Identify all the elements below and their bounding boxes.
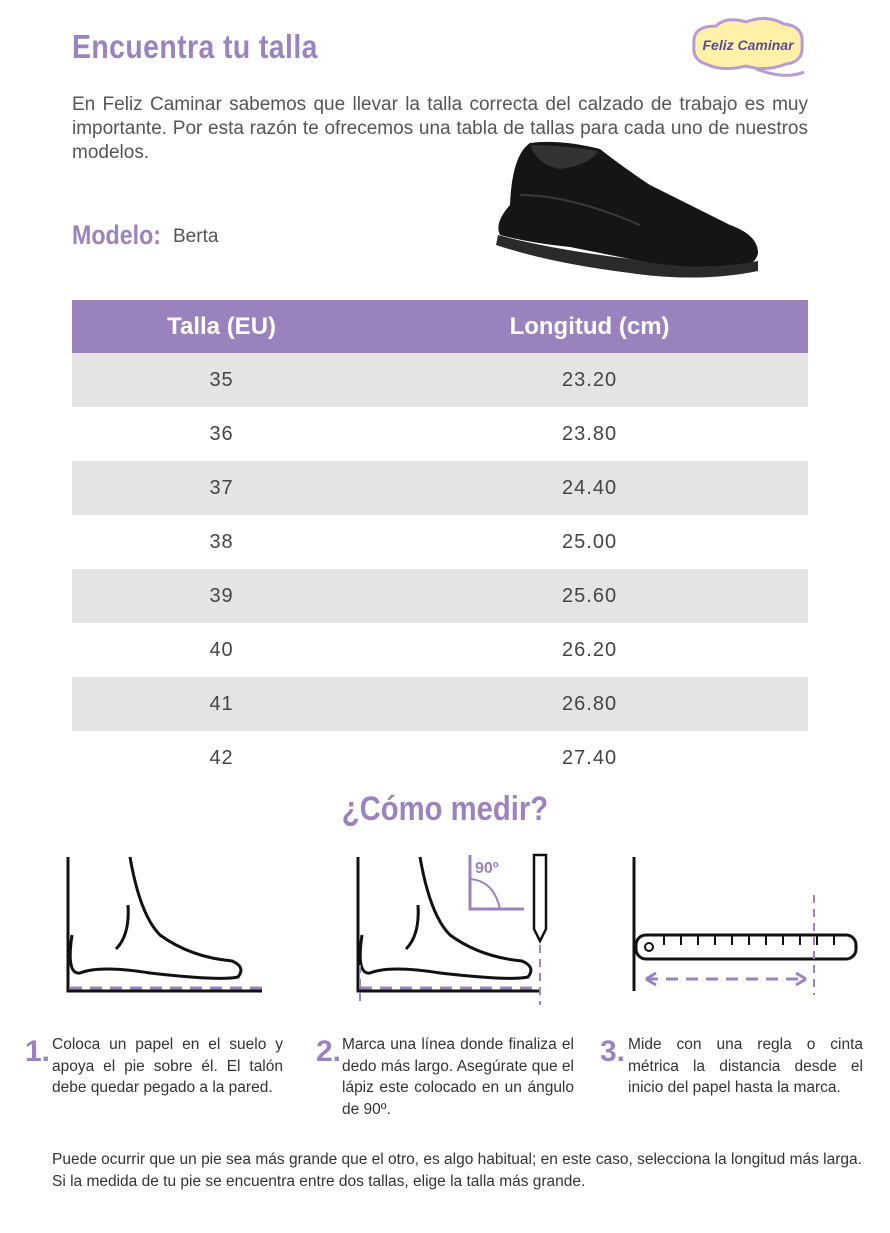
step-number: 2.: [316, 1035, 342, 1068]
step-number: 3.: [600, 1035, 626, 1068]
illustrations: 90º: [66, 853, 858, 1005]
shoe-image: [496, 141, 758, 278]
table-cell: 38: [209, 530, 234, 553]
model-name: Berta: [173, 226, 219, 247]
table-cell: 39: [72, 569, 372, 623]
table-cell: 35: [72, 353, 372, 407]
step-text: Marca una línea donde finaliza el dedo m…: [342, 1036, 574, 1118]
section-title: ¿Cómo medir?: [0, 790, 890, 829]
table-row: 42 27.40: [72, 731, 808, 785]
table-cell: 24.40: [371, 461, 808, 515]
table-cell: 26.80: [371, 677, 808, 731]
column-header: Talla (EU): [72, 300, 372, 353]
table-cell: 41: [72, 677, 372, 731]
table-row: 41 26.80: [72, 677, 808, 731]
step-text: Coloca un papel en el suelo y apoya el p…: [52, 1036, 283, 1096]
logo: Feliz Caminar: [692, 17, 805, 77]
footer-note: Puede ocurrir que un pie sea más grande …: [52, 1151, 862, 1190]
table-cell: 25.00: [562, 530, 618, 553]
table-cell: 42: [209, 746, 234, 769]
table-row: 36 23.80: [72, 407, 808, 461]
table-row: 37 24.40: [72, 461, 808, 515]
table-cell: 37: [72, 461, 372, 515]
title: Encuentra tu talla: [72, 28, 318, 65]
table-row: 39 25.60: [72, 569, 808, 623]
column-header: Longitud (cm): [371, 300, 808, 353]
table-cell: 23.80: [562, 422, 618, 445]
table-cell: 27.40: [562, 746, 618, 769]
table-cell: 26.20: [562, 638, 618, 661]
size-table: Talla (EU) Longitud (cm) 35 23.20 36 23.80 3…: [72, 300, 808, 785]
table-cell: 23.20: [371, 353, 808, 407]
table-row: 40 26.20: [72, 623, 808, 677]
model-label: Modelo:: [72, 220, 161, 250]
intro: En Feliz Caminar sabemos que llevar la t…: [72, 94, 808, 163]
table-row: 38 25.00: [72, 515, 808, 569]
table-cell: 40: [209, 638, 234, 661]
table-cell: 25.60: [371, 569, 808, 623]
logo-text: Feliz Caminar: [702, 37, 795, 53]
angle-label: 90º: [475, 860, 499, 877]
table-row: 35 23.20: [72, 353, 808, 407]
section-title-text: ¿Cómo medir?: [341, 790, 549, 828]
step-text: Mide con una regla o cinta métrica la di…: [628, 1036, 863, 1096]
table-cell: 36: [209, 422, 234, 445]
step-number: 1.: [25, 1035, 51, 1068]
